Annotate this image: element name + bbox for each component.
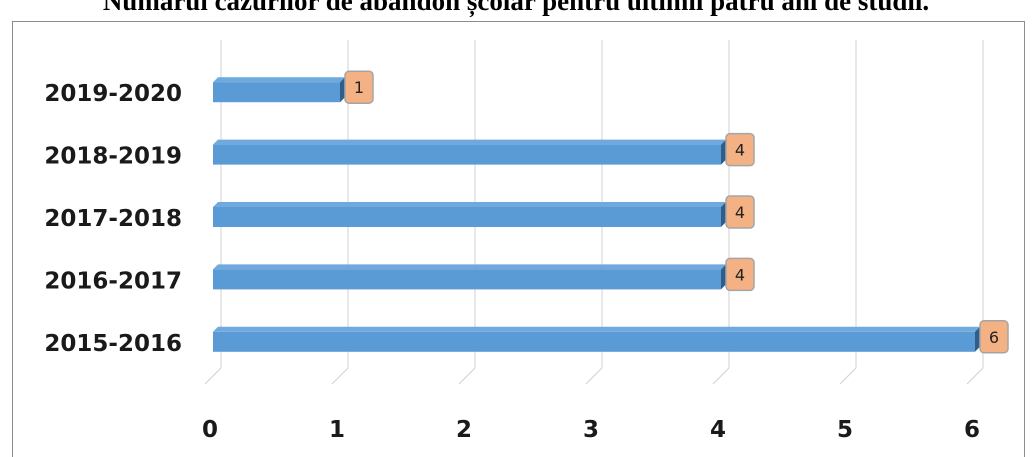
data-label: 4: [735, 203, 745, 222]
gridline-floor: [331, 367, 349, 385]
y-category-label: 2017-2018: [44, 206, 182, 232]
gridline-floor: [204, 367, 222, 385]
data-label: 4: [735, 265, 745, 284]
bar: [213, 207, 721, 227]
bar-end: [340, 77, 345, 103]
bar-top: [213, 326, 980, 332]
data-label-box: [725, 195, 755, 229]
gridline-floor: [585, 367, 603, 385]
bar: [213, 144, 721, 165]
y-category-label: 2016-2017: [44, 268, 182, 294]
bar-top: [213, 264, 726, 270]
x-tick-label: 3: [583, 417, 599, 443]
x-tick-label: 4: [710, 417, 726, 443]
bar: [213, 331, 975, 352]
gridline-floor: [839, 367, 857, 385]
gridline-floor: [712, 367, 730, 385]
data-label-box: [344, 70, 374, 104]
x-tick-label: 1: [329, 417, 345, 443]
bar-end: [721, 264, 726, 290]
data-label: 4: [735, 141, 745, 160]
bar-top: [213, 202, 726, 207]
gridline-floor: [966, 367, 984, 385]
data-label-box: [725, 257, 755, 292]
chart-frame: [12, 21, 1025, 457]
data-label: 6: [989, 328, 999, 347]
chart-title: Numărul cazurilor de abandon școlar pent…: [102, 0, 930, 16]
x-tick-label: 6: [964, 417, 980, 443]
bar-end: [721, 139, 726, 165]
y-category-label: 2018-2019: [44, 144, 182, 170]
x-tick-label: 0: [202, 417, 218, 443]
x-tick-label: 5: [837, 417, 853, 443]
bar: [213, 269, 721, 290]
bar-end: [975, 326, 980, 352]
bar: [213, 82, 340, 103]
data-label-box: [725, 132, 755, 167]
data-label: 1: [354, 78, 364, 97]
data-label-box: [979, 320, 1009, 354]
x-tick-label: 2: [456, 417, 472, 443]
bar-end: [721, 202, 726, 227]
y-category-label: 2015-2016: [44, 331, 182, 357]
bar-top: [213, 139, 726, 145]
bar-top: [213, 77, 345, 83]
gridline-floor: [458, 367, 476, 385]
y-category-label: 2019-2020: [44, 81, 182, 107]
